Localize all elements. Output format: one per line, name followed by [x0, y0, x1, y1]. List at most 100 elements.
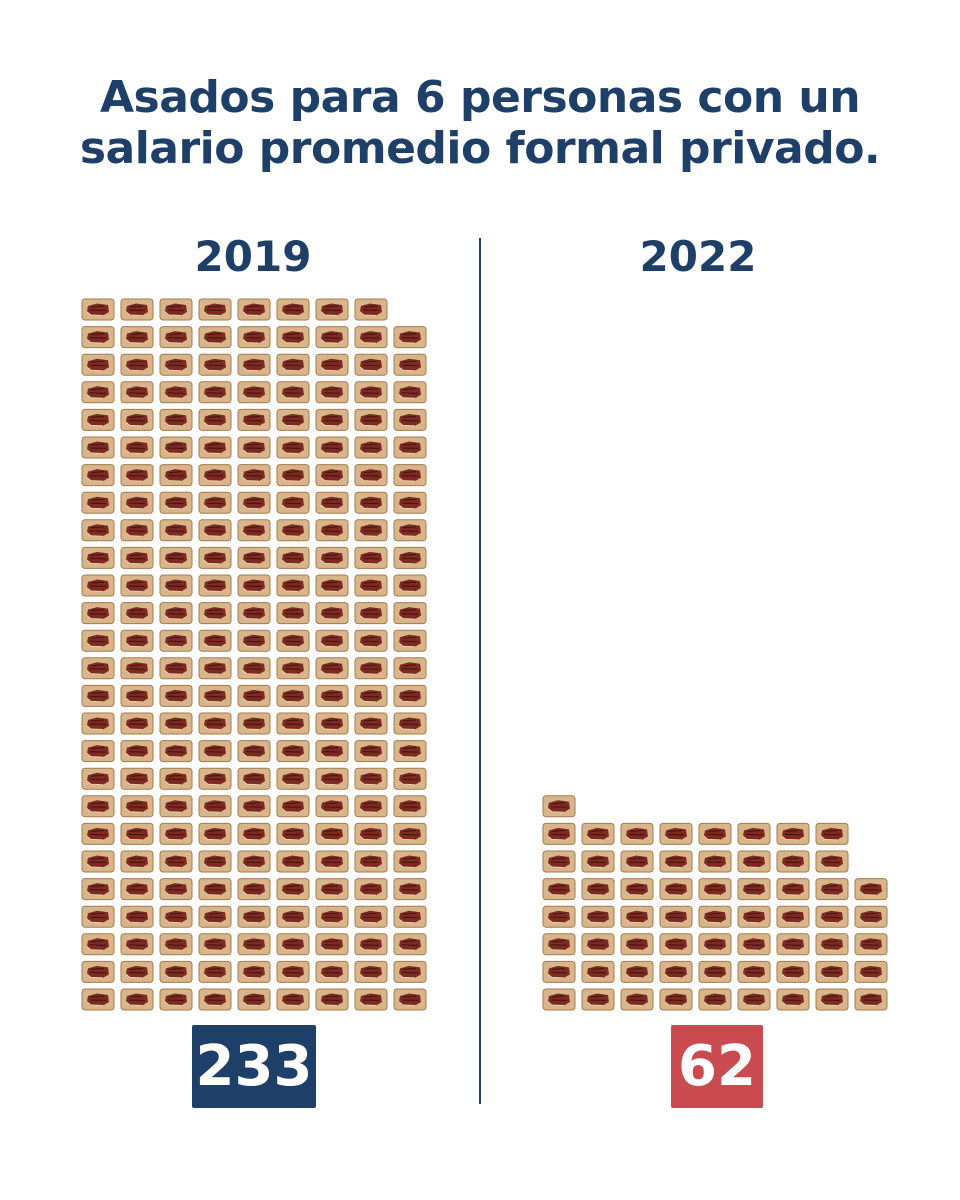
asado-tray-icon: [354, 602, 388, 625]
asado-tray-icon: [393, 960, 427, 983]
asado-tray-icon: [81, 381, 115, 404]
asado-tray-icon: [120, 491, 154, 514]
asado-tray-icon: [276, 850, 310, 873]
asado-tray-icon: [159, 905, 193, 928]
chart-title-line-2: salario promedio formal privado.: [79, 123, 881, 174]
asado-tray-icon: [120, 684, 154, 707]
asado-tray-icon: [159, 795, 193, 818]
asado-tray-icon: [120, 960, 154, 983]
asado-tray-icon: [276, 381, 310, 404]
asado-tray-icon: [581, 988, 615, 1011]
year-label-2019: 2019: [194, 232, 312, 281]
asado-tray-icon: [815, 933, 849, 956]
asado-tray-icon: [581, 960, 615, 983]
asado-tray-icon: [354, 574, 388, 597]
asado-tray-icon: [159, 519, 193, 542]
asado-tray-icon: [81, 822, 115, 845]
asado-tray-icon: [815, 988, 849, 1011]
asado-tray-icon: [159, 602, 193, 625]
asado-tray-icon: [815, 878, 849, 901]
asado-tray-icon: [315, 574, 349, 597]
asado-tray-icon: [237, 878, 271, 901]
asado-tray-icon: [120, 905, 154, 928]
asado-tray-icon: [81, 326, 115, 349]
asado-tray-icon: [815, 850, 849, 873]
asado-tray-icon: [315, 905, 349, 928]
asado-tray-icon: [276, 298, 310, 321]
asado-tray-icon: [659, 933, 693, 956]
asado-tray-icon: [237, 353, 271, 376]
asado-tray-icon: [815, 822, 849, 845]
asado-tray-icon: [354, 960, 388, 983]
asado-tray-icon: [237, 408, 271, 431]
asado-tray-icon: [276, 684, 310, 707]
asado-tray-icon: [237, 298, 271, 321]
asado-tray-icon: [198, 933, 232, 956]
asado-tray-icon: [354, 822, 388, 845]
asado-tray-icon: [81, 657, 115, 680]
asado-tray-icon: [542, 905, 576, 928]
asado-tray-icon: [198, 878, 232, 901]
asado-tray-icon: [237, 740, 271, 763]
asado-tray-icon: [276, 602, 310, 625]
asado-tray-icon: [620, 933, 654, 956]
asado-tray-icon: [620, 822, 654, 845]
value-badge-2019: 233: [192, 1025, 316, 1108]
asado-tray-icon: [276, 436, 310, 459]
asado-tray-icon: [159, 657, 193, 680]
asado-tray-icon: [237, 684, 271, 707]
asado-tray-icon: [698, 905, 732, 928]
asado-tray-icon: [315, 464, 349, 487]
asado-tray-icon: [120, 988, 154, 1011]
asado-tray-icon: [159, 408, 193, 431]
asado-tray-icon: [198, 740, 232, 763]
asado-tray-icon: [393, 436, 427, 459]
asado-tray-icon: [198, 436, 232, 459]
asado-tray-icon: [393, 546, 427, 569]
asado-tray-icon: [776, 933, 810, 956]
asado-tray-icon: [120, 602, 154, 625]
asado-tray-icon: [198, 712, 232, 735]
asado-tray-icon: [159, 326, 193, 349]
asado-tray-icon: [120, 629, 154, 652]
asado-tray-icon: [159, 850, 193, 873]
asado-tray-icon: [393, 878, 427, 901]
asado-tray-icon: [81, 629, 115, 652]
asado-tray-icon: [159, 381, 193, 404]
asado-tray-icon: [542, 850, 576, 873]
asado-tray-icon: [854, 905, 888, 928]
asado-tray-icon: [159, 629, 193, 652]
asado-tray-icon: [315, 353, 349, 376]
asado-tray-icon: [393, 988, 427, 1011]
asado-tray-icon: [393, 491, 427, 514]
asado-tray-icon: [776, 988, 810, 1011]
asado-tray-icon: [81, 684, 115, 707]
asado-tray-icon: [354, 795, 388, 818]
asado-tray-icon: [620, 960, 654, 983]
asado-tray-icon: [120, 878, 154, 901]
asado-tray-icon: [815, 960, 849, 983]
asado-tray-icon: [81, 988, 115, 1011]
asado-tray-icon: [315, 960, 349, 983]
asado-tray-icon: [198, 795, 232, 818]
asado-tray-icon: [315, 878, 349, 901]
asado-tray-icon: [581, 822, 615, 845]
asado-tray-icon: [737, 878, 771, 901]
asado-tray-icon: [237, 905, 271, 928]
asado-tray-icon: [120, 408, 154, 431]
asado-tray-icon: [276, 988, 310, 1011]
asado-tray-icon: [698, 988, 732, 1011]
asado-tray-icon: [81, 933, 115, 956]
asado-tray-icon: [81, 960, 115, 983]
asado-tray-icon: [354, 436, 388, 459]
asado-tray-icon: [237, 326, 271, 349]
asado-tray-icon: [393, 464, 427, 487]
asado-tray-icon: [159, 822, 193, 845]
asado-tray-icon: [237, 464, 271, 487]
asado-tray-icon: [542, 822, 576, 845]
asado-tray-icon: [120, 381, 154, 404]
chart-title-line-1: Asados para 6 personas con un: [99, 72, 861, 123]
asado-tray-icon: [393, 353, 427, 376]
asado-tray-icon: [120, 574, 154, 597]
